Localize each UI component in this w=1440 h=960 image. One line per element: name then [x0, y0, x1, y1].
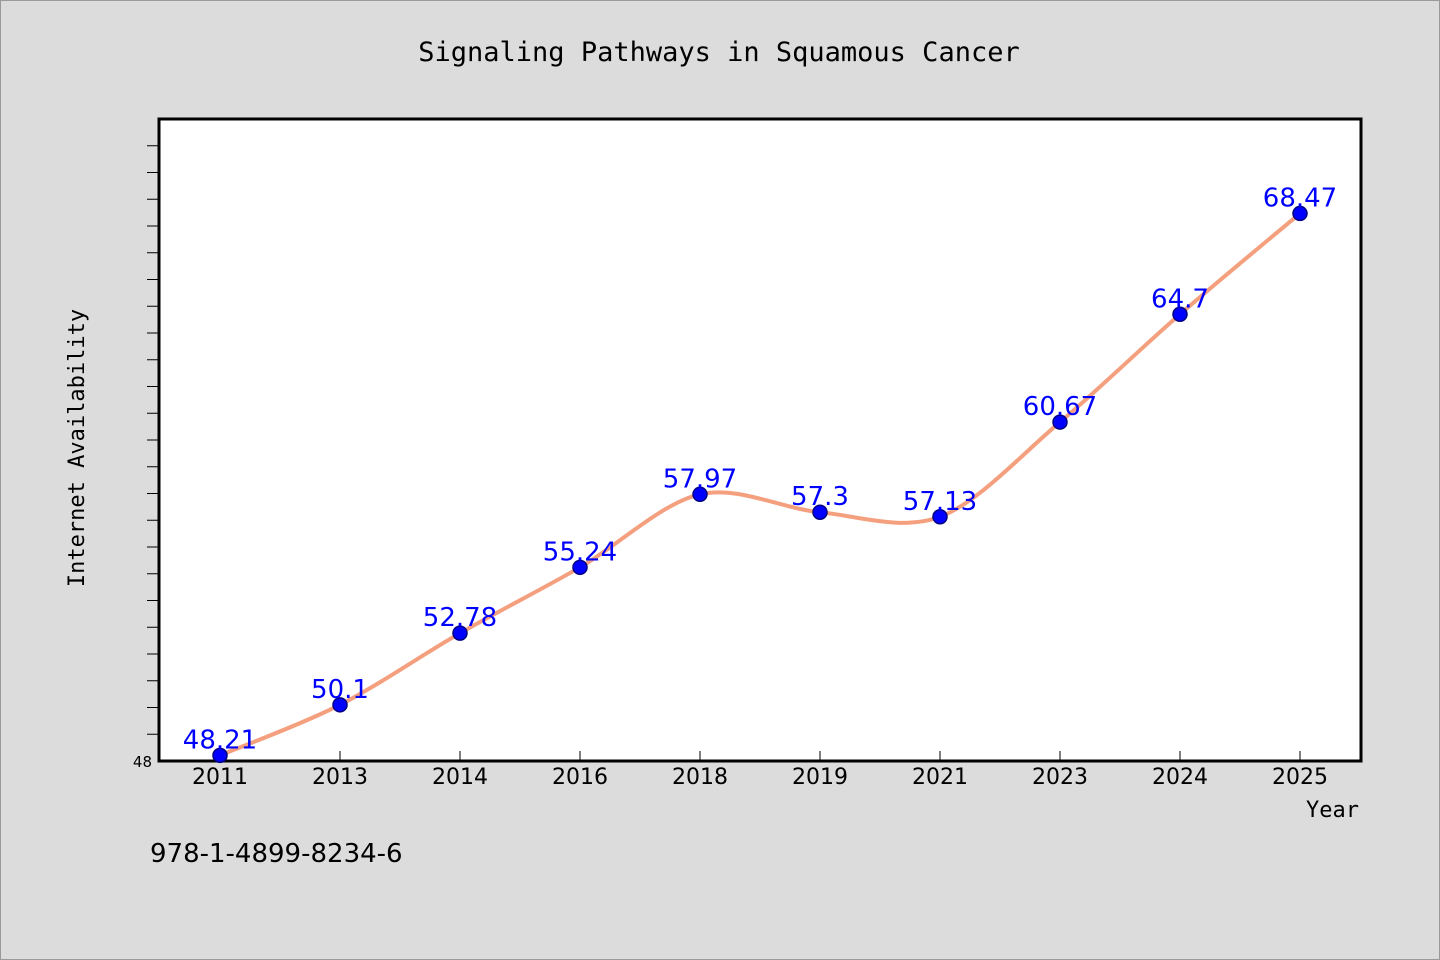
- data-point-marker: [212, 747, 228, 764]
- x-tick-label: 2024: [1152, 765, 1208, 790]
- x-axis-label: Year: [1306, 798, 1359, 823]
- x-tick-label: 2019: [792, 765, 848, 790]
- data-label: 68.47: [1263, 183, 1337, 213]
- x-tick-label: 2016: [552, 765, 608, 790]
- data-label: 52.78: [423, 603, 497, 633]
- x-tick-label: 2013: [312, 765, 368, 790]
- plot-area: [157, 117, 1363, 763]
- series-line: [219, 211, 1302, 758]
- data-label: 64.7: [1151, 284, 1209, 314]
- x-tick-label: 2021: [912, 765, 968, 790]
- series-line-group: [219, 211, 1302, 758]
- y-tick-label: 48: [133, 753, 152, 771]
- y-axis-ticks: 48: [133, 145, 159, 771]
- data-label: 55.24: [543, 537, 617, 567]
- y-axis-label: Internet Availability: [65, 309, 90, 587]
- x-tick-label: 2025: [1272, 765, 1328, 790]
- data-label: 60.67: [1023, 392, 1097, 422]
- isbn-text: 978-1-4899-8234-6: [150, 839, 403, 869]
- data-point-marker: [932, 509, 948, 525]
- chart-title: Signaling Pathways in Squamous Cancer: [418, 37, 1019, 68]
- x-axis-ticks: 2011 2013 2014 2016 2018 2019 2021 2023 2024 2025: [192, 751, 1328, 790]
- markers-group: [212, 205, 1308, 764]
- x-tick-label: 2014: [432, 765, 488, 790]
- data-point-marker: [692, 486, 708, 503]
- data-point-marker: [572, 559, 588, 576]
- data-point-marker: [1172, 306, 1188, 323]
- data-point-marker: [332, 697, 348, 713]
- data-point-marker: [812, 504, 828, 520]
- data-label: 57.13: [903, 487, 977, 517]
- data-point-marker: [1292, 205, 1308, 222]
- data-point-marker: [1052, 414, 1068, 430]
- data-label: 50.1: [311, 675, 369, 705]
- x-tick-label: 2011: [192, 765, 248, 790]
- data-label: 57.3: [791, 482, 849, 512]
- x-tick-label: 2023: [1032, 765, 1088, 790]
- data-label: 48.21: [183, 725, 257, 755]
- data-labels-group: 48.21 50.1 52.78 55.24 57.97 57.3 57.13 60.67 64…: [183, 183, 1337, 755]
- x-tick-label: 2018: [672, 765, 728, 790]
- data-point-marker: [452, 625, 468, 641]
- data-label: 57.97: [663, 464, 737, 494]
